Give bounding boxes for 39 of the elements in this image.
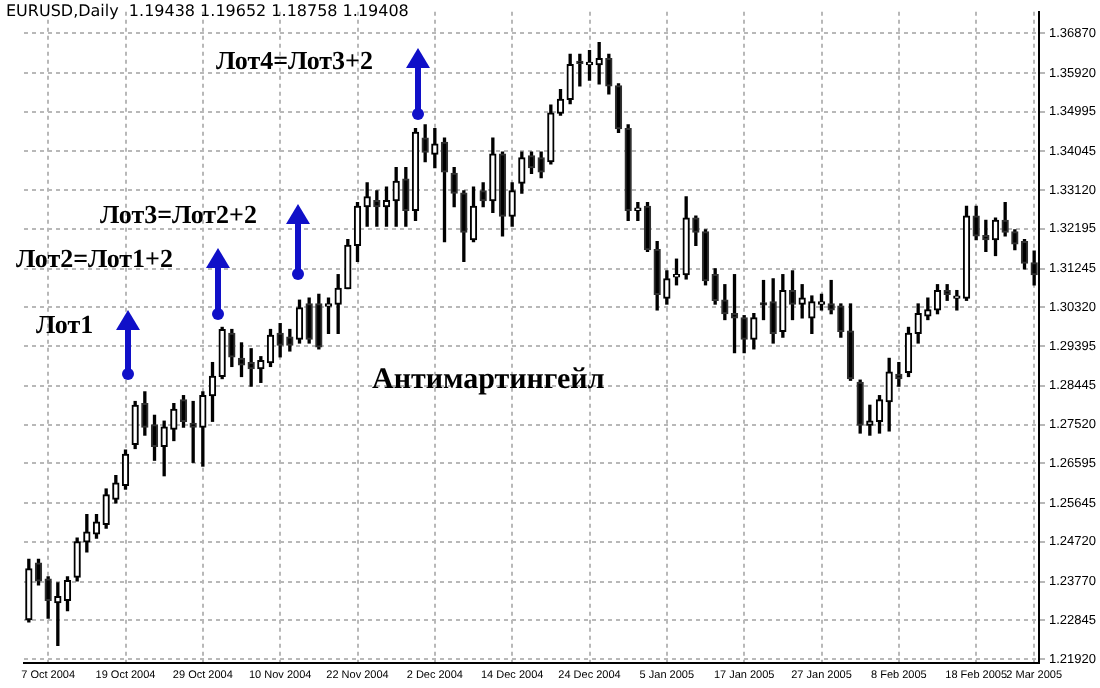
annotation: Лот1 (36, 308, 94, 339)
candlestick (498, 151, 507, 237)
candlestick (740, 315, 748, 354)
annotation: Лот4=Лот3+2 (216, 44, 373, 75)
candlestick (856, 379, 864, 434)
candlestick (334, 274, 342, 334)
candlestick (450, 166, 458, 208)
candlestick (798, 284, 806, 319)
candlestick (518, 151, 526, 194)
candlestick (962, 205, 971, 301)
candlestick (63, 576, 72, 612)
candlestick (324, 297, 333, 334)
candlestick (489, 137, 497, 213)
candlestick (179, 395, 188, 428)
candlestick (605, 53, 613, 95)
candlestick (827, 279, 835, 315)
chart-title: EURUSD,Daily 1.19438 1.19652 1.18758 1.19408 (6, 2, 409, 21)
candlestick (295, 299, 304, 344)
candlestick (508, 182, 516, 227)
candlestick (924, 297, 932, 321)
candlestick (663, 270, 671, 305)
annotation: Лот2=Лот1+2 (16, 242, 173, 273)
candlestick (779, 274, 787, 338)
candlestick (527, 151, 536, 175)
candlestick (933, 284, 942, 315)
annotation: Лот3=Лот2+2 (100, 198, 257, 229)
candlestick (73, 537, 81, 582)
candlestick (817, 293, 826, 311)
candlestick (160, 420, 168, 477)
candlestick (750, 312, 758, 350)
candlestick (1020, 238, 1029, 270)
candlestick (411, 127, 420, 221)
candlestick (131, 400, 139, 450)
candlestick (547, 104, 555, 165)
candlestick (25, 558, 33, 623)
candlestick (170, 403, 178, 442)
candlestick (431, 127, 439, 169)
annotation: Антимартингейл (372, 363, 606, 396)
candlestick (479, 182, 487, 208)
